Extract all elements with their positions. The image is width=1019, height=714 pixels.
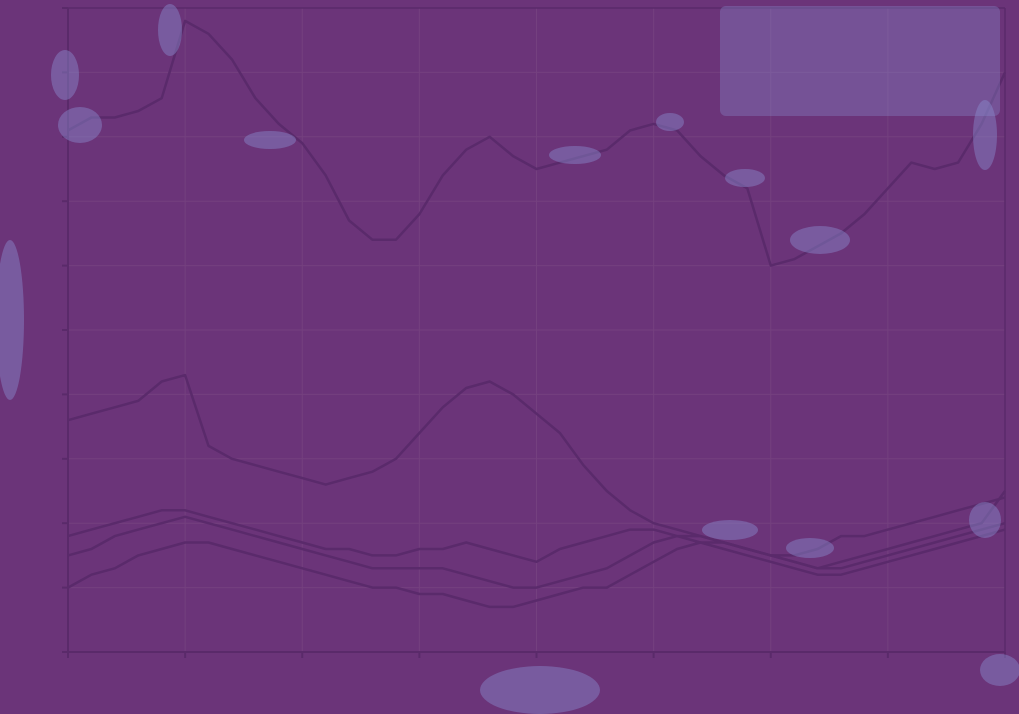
series-line-3 <box>67 490 1007 570</box>
artifact-blob <box>790 226 850 254</box>
series-line-2 <box>67 373 1006 557</box>
legend-box <box>720 6 1000 116</box>
series-line-4 <box>67 515 1006 589</box>
artifact-blob <box>969 502 1001 538</box>
artifact-blob <box>549 146 601 164</box>
artifact-blob <box>980 654 1019 686</box>
blur-artifacts <box>0 4 1019 714</box>
artifact-blob <box>480 666 600 714</box>
artifact-blob <box>244 131 296 149</box>
artifact-blob <box>158 4 182 56</box>
legend <box>720 6 1000 116</box>
series-lines <box>67 19 1007 609</box>
y-ticks <box>62 7 68 653</box>
x-ticks <box>67 652 1006 658</box>
artifact-blob <box>786 538 834 558</box>
artifact-blob <box>725 169 765 187</box>
artifact-blob <box>58 107 102 143</box>
series-line-1 <box>67 19 1007 267</box>
artifact-blob <box>51 50 79 100</box>
artifact-blob <box>0 240 24 400</box>
series-line-5 <box>67 528 1006 609</box>
artifact-blob <box>656 113 684 131</box>
artifact-blob <box>973 100 997 170</box>
artifact-blob <box>702 520 758 540</box>
